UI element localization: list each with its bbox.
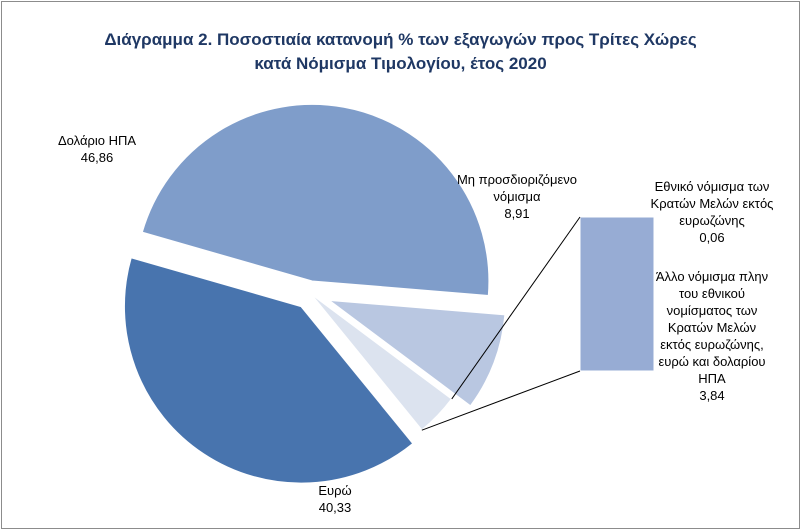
pie-slice-usd xyxy=(141,103,490,297)
label-unspecified-name-2: νόμισμα xyxy=(493,189,541,204)
label-other-line3: νομίσματος των xyxy=(666,303,758,318)
chart-title: Διάγραμμα 2. Ποσοστιαία κατανομή % των ε… xyxy=(0,28,801,76)
connector-line-bottom xyxy=(421,370,581,431)
label-unspecified-value: 8,91 xyxy=(504,206,530,221)
label-other-value: 3,84 xyxy=(699,388,725,403)
label-national-line2: Κρατών Μελών εκτός xyxy=(650,196,774,211)
label-usd-name: Δολάριο ΗΠΑ xyxy=(57,133,137,148)
connector-line-top xyxy=(451,216,581,400)
label-unspecified-name-1: Μη προσδιοριζόμενο xyxy=(456,172,578,187)
label-euro: Ευρώ 40,33 xyxy=(290,482,380,516)
label-euro-name: Ευρώ xyxy=(318,483,352,498)
label-usd-value: 46,86 xyxy=(80,150,114,165)
label-other-line6: ευρώ και δολαρίου xyxy=(658,354,766,369)
label-other-line7: ΗΠΑ xyxy=(698,371,726,386)
label-usd: Δολάριο ΗΠΑ 46,86 xyxy=(42,132,152,166)
label-other-line2: του εθνικού xyxy=(679,286,745,301)
label-euro-value: 40,33 xyxy=(318,500,352,515)
label-other-line4: Κρατών Μελών xyxy=(667,320,757,335)
label-national-line3: ευρωζώνης xyxy=(679,213,745,228)
label-other-line1: Άλλο νόμισμα πλην xyxy=(655,269,769,284)
pie-slice-euro xyxy=(123,256,415,485)
pie-slice-unspecified xyxy=(326,299,506,408)
label-national-line1: Εθνικό νόμισμα των xyxy=(654,179,770,194)
chart-title-line2: κατά Νόμισμα Τιμολογίου, έτος 2020 xyxy=(254,54,547,73)
breakdown-bar xyxy=(579,216,655,372)
label-unspecified: Μη προσδιοριζόμενο νόμισμα 8,91 xyxy=(442,171,592,222)
label-national-currency: Εθνικό νόμισμα των Κρατών Μελών εκτός ευ… xyxy=(637,178,787,246)
chart-title-line1: Διάγραμμα 2. Ποσοστιαία κατανομή % των ε… xyxy=(104,30,697,49)
label-other-line5: εκτός ευρωζώνης, xyxy=(660,337,764,352)
label-national-value: 0,06 xyxy=(699,230,725,245)
label-other-currency: Άλλο νόμισμα πλην του εθνικού νομίσματος… xyxy=(637,268,787,404)
